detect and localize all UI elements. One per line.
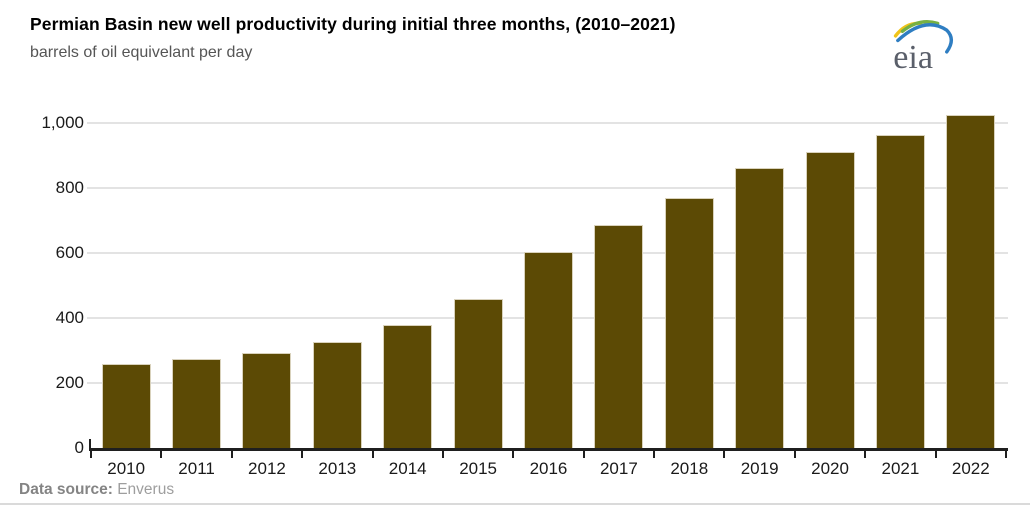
y-tick-label: 600 [55,243,84,262]
bar-2014 [383,325,433,448]
chart-title: Permian Basin new well productivity duri… [30,14,676,34]
x-axis-tick [1005,450,1007,458]
data-source-label: Data source: [19,481,113,498]
x-tick-label-2020: 2020 [811,459,849,478]
y-tick-label: 1,000 [41,113,84,132]
bar-2015 [453,298,503,448]
gridline-800 [87,187,1008,189]
x-tick-label-2016: 2016 [529,459,568,478]
bar-2021 [875,135,925,448]
x-axis-tick [371,450,374,458]
x-tick-label-2010: 2010 [107,459,146,478]
x-tick-label-2022: 2022 [951,459,990,478]
x-tick-label-2021: 2021 [881,459,920,478]
bar-2017 [594,225,644,448]
x-tick-label-2015: 2015 [459,459,498,478]
x-axis-tick [653,450,656,458]
x-axis-tick [582,450,585,458]
bar-2013 [312,342,362,448]
x-tick-label-2017: 2017 [599,459,638,478]
bar-2018 [664,197,714,448]
y-axis-stub [89,439,91,448]
x-tick-label-2018: 2018 [670,459,709,478]
x-axis-tick [934,450,937,458]
x-tick-label-2011: 2011 [178,459,215,478]
x-axis-line [89,448,1008,451]
x-axis-tick [441,450,444,458]
x-axis-tick [512,450,515,458]
logo-swoosh-green-icon [900,20,940,34]
chart-subtitle: barrels of oil equivelant per day [30,44,253,61]
bar-2012 [242,353,292,448]
y-axis: 0 200 400 600 800 1,000 [0,108,84,457]
gridline-1000 [87,122,1008,124]
x-axis-tick [160,450,163,458]
x-axis-tick [90,450,92,458]
bar-2019 [735,168,785,448]
eia-logo: eia [884,12,964,78]
y-tick-label: 400 [55,308,84,327]
x-tick-label-2019: 2019 [740,459,779,478]
y-tick-label: 800 [55,178,84,197]
bar-2010 [101,363,151,448]
x-axis-tick [301,450,304,458]
bar-2011 [172,358,222,448]
y-tick-label: 200 [55,373,84,392]
x-axis-tick [230,450,233,458]
x-axis-tick [723,450,726,458]
plot-area: 2010 2011 2012 2013 2014 2015 2016 2017 2018 2019… [87,108,1008,478]
bar-2020 [805,151,855,448]
x-axis-tick [864,450,867,458]
y-tick-label: 0 [74,438,84,457]
x-tick-label-2013: 2013 [318,459,357,478]
x-tick-label-2012: 2012 [248,459,286,478]
data-source-value: Enverus [117,481,175,498]
bar-2016 [524,252,573,448]
logo-swoosh-blue-icon [896,23,954,54]
bar-2022 [946,114,996,448]
eia-logo-graphic: eia [893,20,954,76]
bottom-divider [0,503,1030,505]
x-tick-label-2014: 2014 [388,459,427,478]
data-source: Data source: Enverus [19,481,174,499]
logo-text: eia [893,39,933,76]
x-axis-tick [793,450,796,458]
